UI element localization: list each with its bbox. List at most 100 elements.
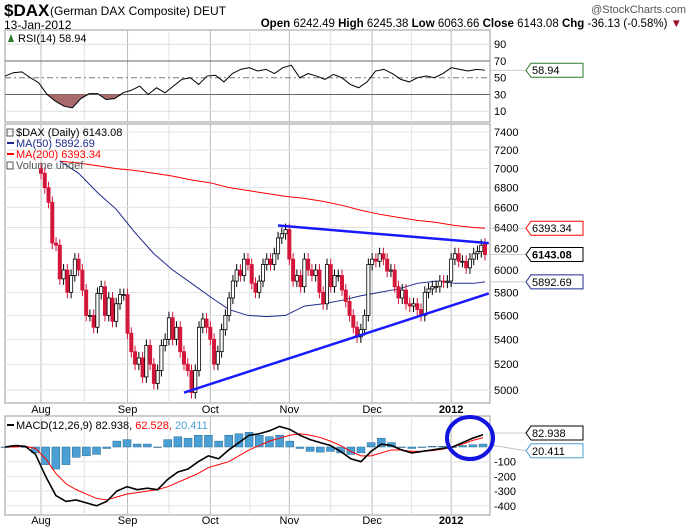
candle [306, 258, 311, 271]
candle [400, 289, 405, 299]
candle [72, 258, 77, 276]
price-tick-label: 5000 [494, 385, 518, 397]
candle [110, 297, 115, 322]
candle [163, 338, 168, 346]
ma200-last-label: 6393.34 [532, 223, 572, 235]
candle [129, 332, 134, 353]
volume-icon [6, 161, 14, 170]
histogram-bar [407, 446, 417, 449]
histogram-bar [265, 436, 274, 448]
histogram-bar [102, 446, 111, 449]
ma50-line [59, 160, 486, 318]
histogram-bar [224, 434, 233, 448]
support-trendline [183, 292, 490, 394]
candle [482, 243, 487, 255]
candle [84, 289, 89, 316]
candle [181, 351, 186, 365]
candle [294, 275, 299, 282]
candle [185, 363, 190, 371]
candle [445, 280, 450, 283]
candle [324, 264, 329, 305]
candle [452, 253, 457, 260]
candle [449, 258, 454, 282]
candle [385, 258, 390, 272]
candle [291, 258, 296, 282]
price-tick-label: 5200 [494, 359, 518, 371]
histogram-bar [112, 440, 122, 448]
candle [370, 258, 375, 265]
histogram-bar [468, 444, 478, 448]
candle [204, 318, 209, 328]
candle [276, 237, 281, 255]
candle [234, 269, 239, 282]
price-legend-item: MA(50) 5892.69 [16, 138, 95, 150]
open-label: Open [260, 18, 291, 30]
candle [87, 315, 92, 317]
candle [215, 351, 220, 365]
price-x-label: Sep [118, 404, 138, 416]
chg-value: -36.13 (-0.58%) [587, 18, 668, 30]
histogram-bar [438, 446, 447, 448]
candle [441, 280, 446, 283]
candle [283, 229, 288, 235]
histogram-bar [305, 446, 315, 452]
candle [212, 338, 217, 365]
candle [373, 258, 378, 262]
price-tick-label: 7400 [494, 127, 518, 139]
histogram-bar [417, 446, 427, 448]
candle [136, 357, 141, 365]
candle [102, 286, 107, 316]
histogram-bar [71, 446, 81, 458]
close-last-label: 6143.08 [532, 250, 572, 262]
histogram-bar [285, 440, 295, 448]
macd-x-label: Aug [31, 515, 51, 527]
candle [227, 297, 232, 316]
macd-tick-label: -200 [494, 471, 516, 483]
candle [99, 286, 104, 294]
candle [61, 269, 66, 280]
histogram-bar [61, 446, 71, 465]
histogram-bar [366, 442, 376, 448]
candle [366, 264, 371, 316]
candle [279, 233, 284, 239]
high-value: 6245.38 [366, 18, 409, 30]
candle [166, 317, 171, 340]
candle [351, 315, 356, 328]
candle [91, 315, 96, 328]
histogram-last-label-box [525, 443, 584, 459]
candle [309, 269, 314, 276]
candle [313, 269, 318, 276]
histogram-bar [82, 446, 91, 457]
candle [159, 345, 164, 371]
macd-x-label: Nov [280, 515, 300, 527]
open-value: 6242.49 [293, 18, 335, 30]
low-value: 6063.66 [437, 18, 480, 30]
down-arrow-icon: ▼ [670, 18, 682, 30]
ma200-last-label-box [525, 220, 584, 236]
price-tick-label: 7200 [494, 145, 518, 157]
candle [437, 280, 442, 288]
candle [144, 345, 149, 378]
price-tick-label: 6200 [494, 243, 518, 255]
histogram-bar [132, 443, 142, 448]
candle [155, 370, 160, 384]
candle [174, 326, 179, 340]
candle [69, 275, 74, 293]
candle [114, 303, 119, 322]
candle [193, 370, 198, 394]
candle [106, 297, 111, 316]
security-name: (German DAX Composite) DEUT [50, 4, 226, 18]
exchange: DEUT [193, 4, 227, 18]
histogram-bar [427, 446, 437, 448]
histogram-bar [356, 446, 366, 454]
candle [411, 303, 416, 307]
candle [118, 294, 123, 305]
histogram-bar [122, 439, 132, 448]
histogram-bar [214, 440, 223, 448]
price-tick-label: 5400 [494, 334, 518, 346]
candle [340, 275, 345, 291]
candle [200, 318, 205, 328]
candle [467, 258, 472, 269]
candle [245, 258, 250, 265]
